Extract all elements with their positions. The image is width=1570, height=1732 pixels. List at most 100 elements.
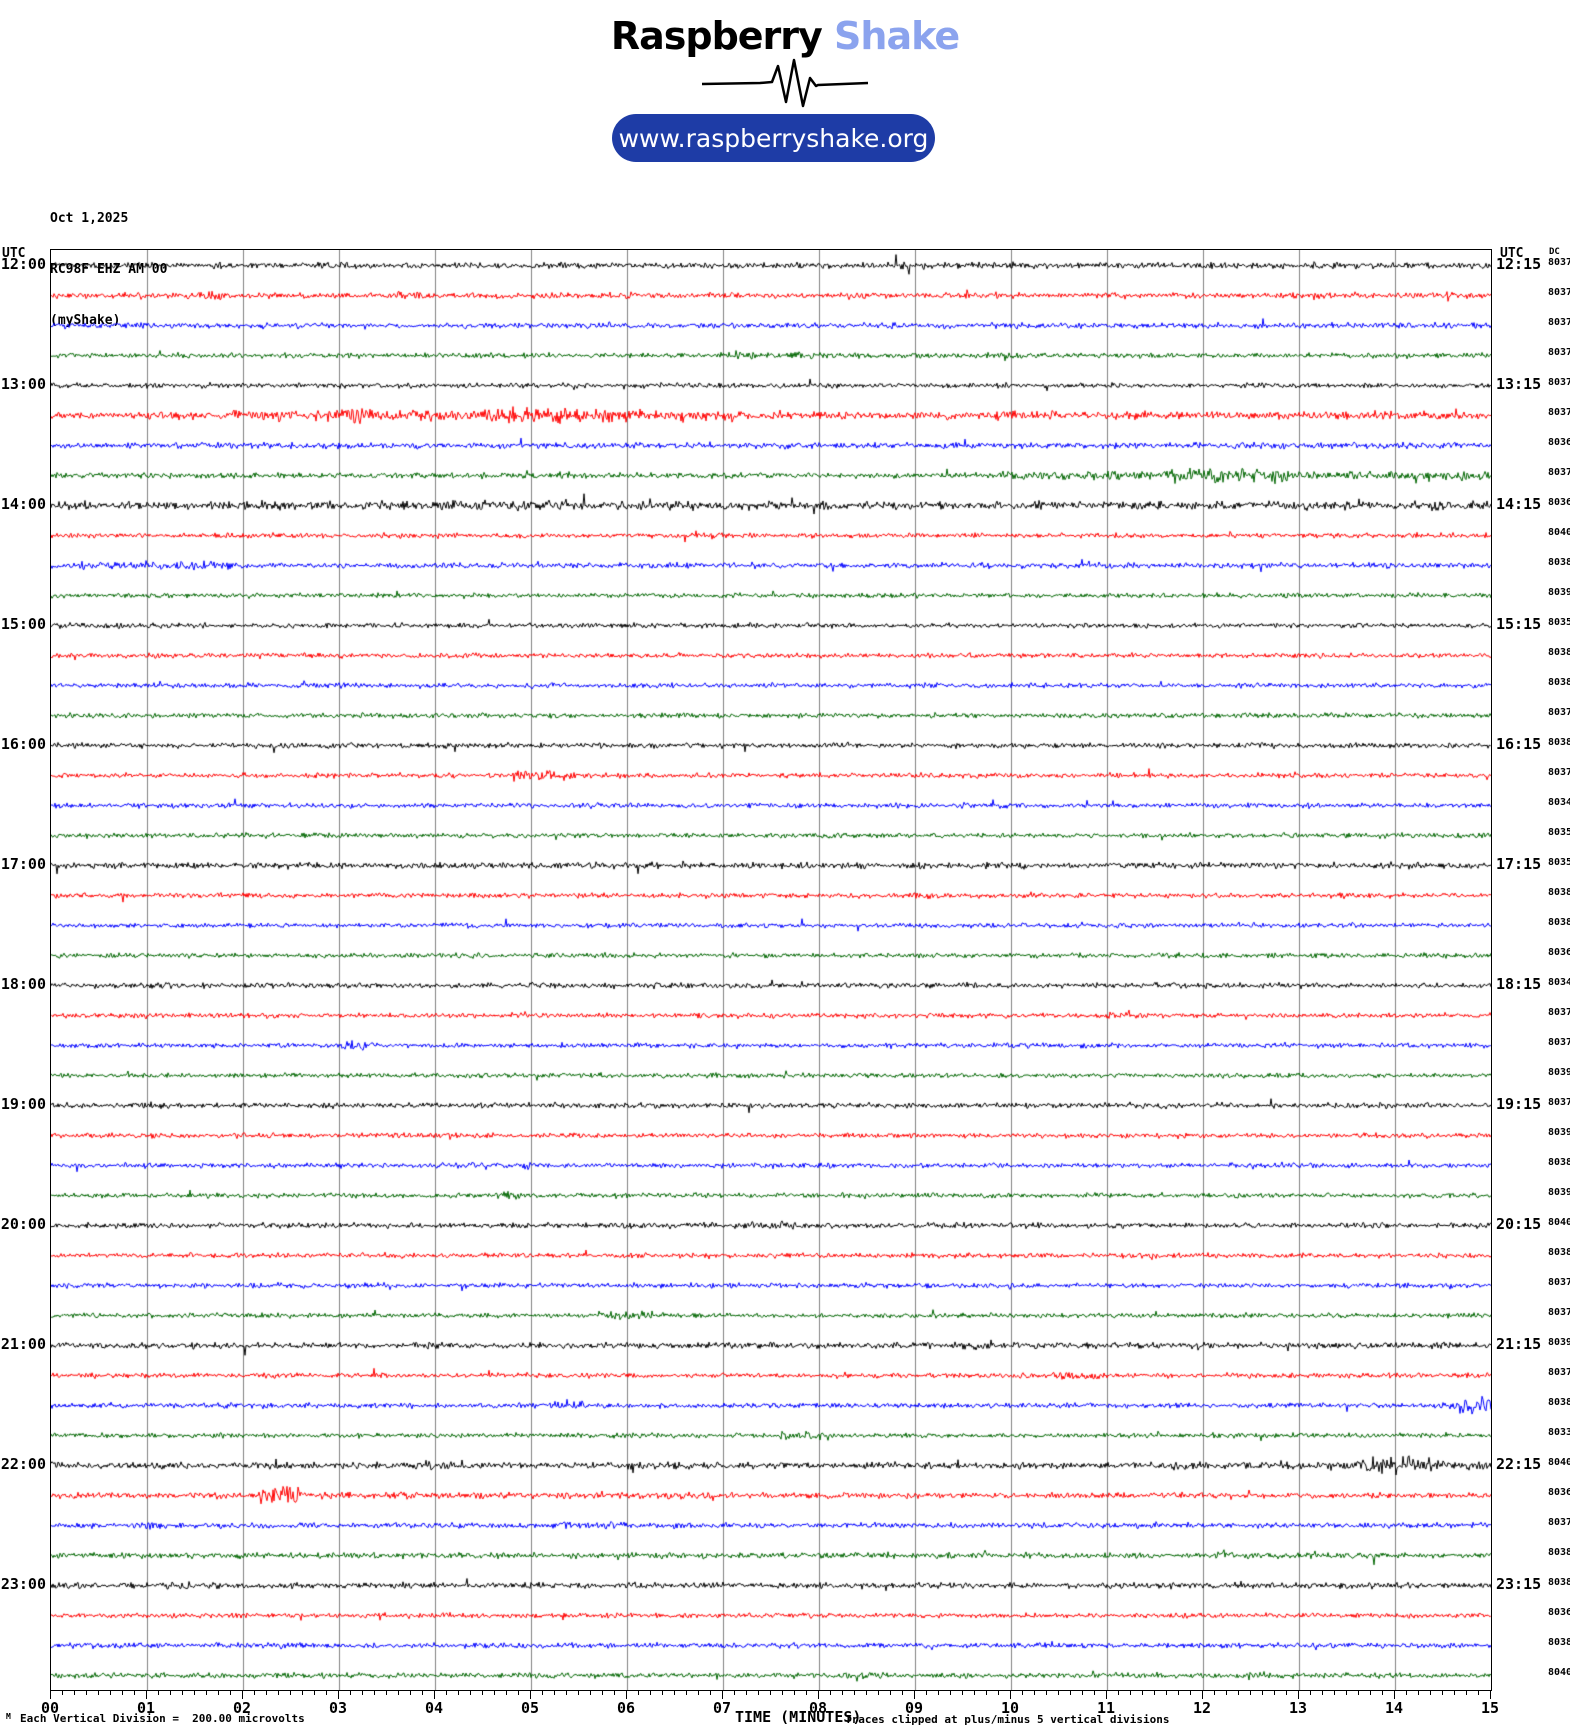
helicorder-plot-frame <box>50 249 1492 1691</box>
x-minor-tick <box>62 1690 63 1695</box>
x-minor-tick <box>518 1690 519 1695</box>
dc-value: 8037 <box>1548 1367 1570 1378</box>
dc-value: 8037 <box>1548 1517 1570 1528</box>
right-hour-label: 23:15 <box>1496 1575 1542 1593</box>
x-minor-tick <box>938 1690 939 1695</box>
x-minor-tick <box>542 1690 543 1695</box>
right-hour-label: 18:15 <box>1496 975 1542 993</box>
x-minor-tick <box>806 1690 807 1695</box>
x-minor-tick <box>1070 1690 1071 1695</box>
x-major-tick <box>914 1690 915 1699</box>
x-minor-tick <box>1406 1690 1407 1695</box>
dc-value: 8037 <box>1548 467 1570 478</box>
dc-value: 8040 <box>1548 1667 1570 1678</box>
x-minor-tick <box>1034 1690 1035 1695</box>
x-minor-tick <box>1226 1690 1227 1695</box>
x-minor-tick <box>1466 1690 1467 1695</box>
x-minor-tick <box>650 1690 651 1695</box>
x-minor-tick <box>350 1690 351 1695</box>
x-minor-tick <box>1022 1690 1023 1695</box>
x-minor-tick <box>158 1690 159 1695</box>
dc-value: 8038 <box>1548 647 1570 658</box>
left-hour-label: 16:00 <box>0 735 46 753</box>
dc-value: 8038 <box>1548 1637 1570 1648</box>
x-minor-tick <box>1130 1690 1131 1695</box>
x-minor-tick <box>1442 1690 1443 1695</box>
x-minor-tick <box>674 1690 675 1695</box>
x-minor-tick <box>782 1690 783 1695</box>
dc-value: 8039 <box>1548 1067 1570 1078</box>
left-hour-label: 22:00 <box>0 1455 46 1473</box>
x-tick-label: 02 <box>232 1699 252 1717</box>
x-major-tick <box>146 1690 147 1699</box>
x-tick-label: 15 <box>1480 1699 1500 1717</box>
x-minor-tick <box>602 1690 603 1695</box>
utc-right-header: UTC <box>1500 246 1524 261</box>
brand-word-shake: Shake <box>834 14 960 58</box>
x-tick-label: 09 <box>904 1699 924 1717</box>
x-minor-tick <box>566 1690 567 1695</box>
x-tick-label: 14 <box>1384 1699 1404 1717</box>
x-minor-tick <box>962 1690 963 1695</box>
dc-value: 8038 <box>1548 557 1570 568</box>
x-tick-label: 11 <box>1096 1699 1116 1717</box>
right-hour-label: 20:15 <box>1496 1215 1542 1233</box>
right-hour-label: 14:15 <box>1496 495 1542 513</box>
x-minor-tick <box>1166 1690 1167 1695</box>
x-minor-tick <box>302 1690 303 1695</box>
dc-value: 8036 <box>1548 497 1570 508</box>
left-hour-label: 23:00 <box>0 1575 46 1593</box>
x-tick-label: 00 <box>40 1699 60 1717</box>
x-minor-tick <box>878 1690 879 1695</box>
x-minor-tick <box>290 1690 291 1695</box>
dc-value: 8035 <box>1548 827 1570 838</box>
dc-value: 8040 <box>1548 527 1570 538</box>
dc-value: 8040 <box>1548 1457 1570 1468</box>
x-minor-tick <box>1262 1690 1263 1695</box>
seismogram-canvas <box>51 250 1491 1690</box>
x-minor-tick <box>494 1690 495 1695</box>
x-minor-tick <box>1478 1690 1479 1695</box>
left-hour-label: 14:00 <box>0 495 46 513</box>
x-minor-tick <box>926 1690 927 1695</box>
station-date: Oct 1,2025 <box>50 211 129 226</box>
right-hour-label: 21:15 <box>1496 1335 1542 1353</box>
x-minor-tick <box>122 1690 123 1695</box>
x-minor-tick <box>482 1690 483 1695</box>
dc-value: 8038 <box>1548 1157 1570 1168</box>
website-link-button[interactable]: www.raspberryshake.org <box>612 114 935 162</box>
x-minor-tick <box>758 1690 759 1695</box>
dc-value: 8039 <box>1548 1337 1570 1348</box>
x-minor-tick <box>398 1690 399 1695</box>
x-minor-tick <box>1154 1690 1155 1695</box>
dc-value: 8039 <box>1548 1127 1570 1138</box>
x-minor-tick <box>1334 1690 1335 1695</box>
x-minor-tick <box>1214 1690 1215 1695</box>
x-minor-tick <box>1238 1690 1239 1695</box>
x-minor-tick <box>1382 1690 1383 1695</box>
left-hour-label: 19:00 <box>0 1095 46 1113</box>
dc-value: 8035 <box>1548 617 1570 628</box>
x-minor-tick <box>1286 1690 1287 1695</box>
x-minor-tick <box>1058 1690 1059 1695</box>
x-minor-tick <box>194 1690 195 1695</box>
x-minor-tick <box>1358 1690 1359 1695</box>
x-minor-tick <box>362 1690 363 1695</box>
dc-value: 8039 <box>1548 1187 1570 1198</box>
x-minor-tick <box>110 1690 111 1695</box>
x-tick-label: 01 <box>136 1699 156 1717</box>
x-minor-tick <box>206 1690 207 1695</box>
x-major-tick <box>1010 1690 1011 1699</box>
x-minor-tick <box>266 1690 267 1695</box>
x-minor-tick <box>74 1690 75 1695</box>
x-minor-tick <box>1082 1690 1083 1695</box>
x-major-tick <box>818 1690 819 1699</box>
x-minor-tick <box>1310 1690 1311 1695</box>
x-minor-tick <box>638 1690 639 1695</box>
x-minor-tick <box>446 1690 447 1695</box>
x-minor-tick <box>554 1690 555 1695</box>
dc-value: 8037 <box>1548 257 1570 268</box>
x-minor-tick <box>326 1690 327 1695</box>
x-major-tick <box>530 1690 531 1699</box>
corner-glyph: M <box>6 1712 11 1721</box>
